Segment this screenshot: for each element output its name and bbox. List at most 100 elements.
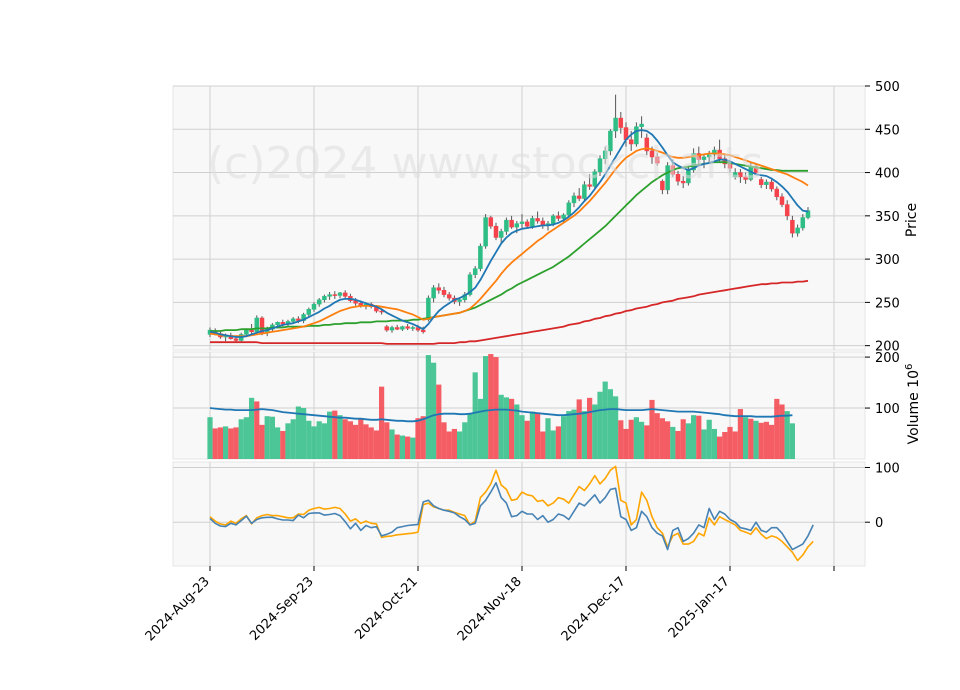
- volume-bar: [472, 372, 478, 459]
- volume-bar: [254, 401, 260, 459]
- volume-bar: [566, 411, 572, 459]
- candle-body: [774, 188, 780, 198]
- candle-body: [436, 287, 442, 291]
- candle: [774, 186, 780, 201]
- candle-body: [405, 326, 410, 329]
- volume-bar: [389, 429, 395, 459]
- volume-bar: [451, 428, 457, 459]
- candle-body: [634, 126, 639, 145]
- candle: [680, 176, 686, 189]
- candle-body: [514, 223, 520, 228]
- candle-body: [800, 217, 806, 229]
- volume-bar: [665, 421, 671, 459]
- volume-panel: 100 200: [172, 351, 900, 460]
- candle-body: [769, 181, 774, 190]
- volume-bar: [748, 418, 754, 459]
- volume-bar: [436, 384, 442, 459]
- candle-body: [758, 179, 764, 185]
- volume-bar: [597, 391, 603, 459]
- candle: [446, 292, 452, 301]
- candle-body: [441, 290, 447, 295]
- volume-bar: [441, 422, 447, 459]
- x-tick-label: 2025-Jan-17: [666, 574, 733, 641]
- volume-bar: [347, 421, 353, 459]
- watermark: (c)2024 www.stockcharts: [207, 138, 763, 189]
- candle-body: [561, 214, 566, 219]
- volume-bar: [602, 381, 608, 459]
- candle-body: [530, 218, 535, 227]
- candle-body: [691, 153, 696, 171]
- volume-bar: [217, 427, 223, 459]
- price-tick-label: 350: [875, 210, 900, 225]
- candle: [779, 193, 785, 208]
- volume-bar: [561, 416, 567, 459]
- candle-body: [618, 117, 624, 128]
- price-tick-label: 250: [875, 296, 900, 311]
- volume-bar: [519, 415, 525, 459]
- volume-bar: [384, 422, 390, 459]
- candle-body: [410, 327, 416, 329]
- candle: [769, 178, 774, 192]
- price-tick-label: 450: [875, 123, 900, 138]
- volume-tick-label: 200: [875, 351, 900, 366]
- volume-bar: [410, 437, 416, 459]
- volume-bar: [613, 396, 619, 459]
- candle: [431, 285, 436, 303]
- volume-bar: [243, 417, 249, 459]
- candle: [582, 181, 587, 202]
- volume-bar: [405, 436, 411, 459]
- volume-bar: [711, 428, 717, 459]
- volume-bar: [373, 430, 379, 459]
- volume-axis-label: Volume 106: [904, 364, 922, 445]
- volume-bar: [488, 354, 494, 459]
- candle-body: [504, 219, 509, 232]
- volume-bar: [290, 419, 296, 459]
- candle: [493, 222, 499, 241]
- candle-body: [483, 217, 488, 247]
- volume-bar: [467, 413, 473, 459]
- candle-body: [446, 294, 452, 299]
- volume-bar: [722, 431, 728, 459]
- candle-body: [795, 227, 800, 234]
- volume-bar: [509, 398, 515, 459]
- volume-bar: [524, 420, 530, 459]
- candle-body: [327, 294, 332, 297]
- candle-body: [764, 181, 769, 185]
- volume-bar: [238, 419, 244, 459]
- candle: [571, 192, 577, 208]
- volume-bar: [264, 416, 270, 459]
- oscillator-slow-line: [209, 465, 814, 562]
- volume-bar: [581, 411, 587, 459]
- volume-bar: [332, 410, 338, 459]
- volume-bar: [321, 423, 327, 459]
- candle: [675, 170, 681, 186]
- volume-bar: [779, 404, 785, 459]
- x-tick-label: 2024-Dec-17: [559, 574, 629, 644]
- volume-bar: [316, 421, 322, 459]
- volume-bar: [550, 430, 556, 459]
- candle: [504, 217, 509, 235]
- candle-body: [675, 174, 681, 182]
- candle: [732, 168, 738, 180]
- volume-bar: [363, 424, 369, 459]
- volume-bar: [592, 404, 598, 459]
- candle: [795, 224, 800, 237]
- volume-bar: [483, 356, 489, 459]
- volume-bar: [425, 355, 431, 459]
- candle: [311, 302, 317, 312]
- oscillator-panel: 0 100: [172, 461, 900, 567]
- candle: [608, 129, 613, 156]
- volume-bar: [207, 417, 213, 459]
- ma-very-long-line: [210, 279, 809, 345]
- price-tick-label: 300: [875, 253, 900, 268]
- volume-bar: [457, 431, 463, 459]
- volume-bar: [535, 413, 541, 459]
- volume-bar: [394, 434, 400, 459]
- candle: [654, 152, 660, 166]
- candle: [535, 211, 540, 224]
- volume-bar: [503, 397, 509, 459]
- volume-bar: [327, 411, 333, 459]
- volume-bar: [415, 418, 421, 459]
- volume-bar: [555, 426, 561, 459]
